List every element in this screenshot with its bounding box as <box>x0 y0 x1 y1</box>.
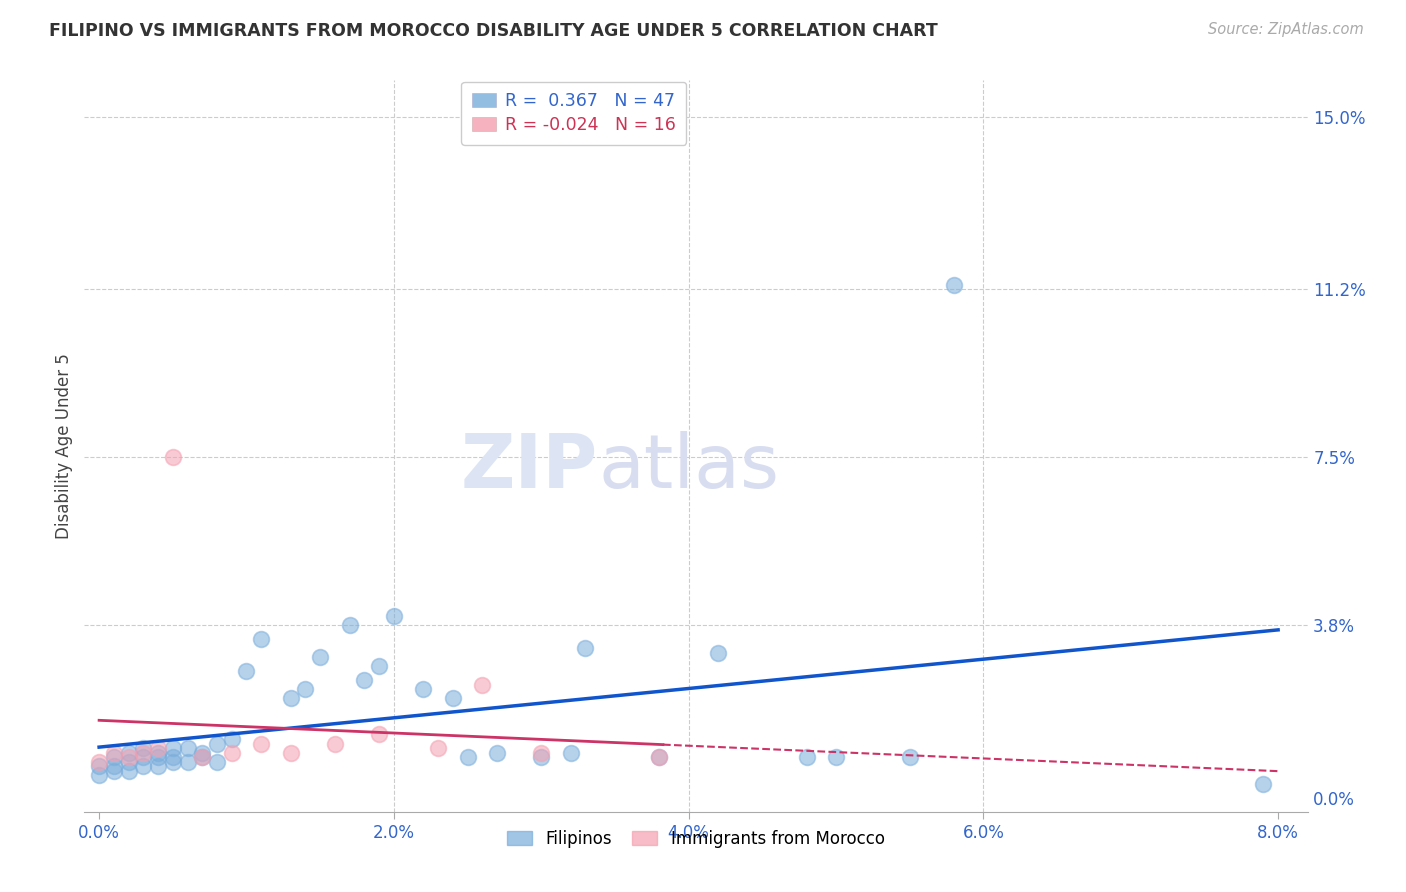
Text: ZIP: ZIP <box>461 432 598 505</box>
Point <box>191 750 214 764</box>
Text: Source: ZipAtlas.com: Source: ZipAtlas.com <box>1208 22 1364 37</box>
Point <box>530 750 553 764</box>
Point <box>146 750 169 764</box>
Point <box>294 681 316 696</box>
Point <box>205 755 228 769</box>
Point <box>412 681 434 696</box>
Point <box>382 609 405 624</box>
Point <box>176 741 198 756</box>
Point <box>103 750 125 764</box>
Point <box>530 746 553 760</box>
Point <box>471 677 494 691</box>
Point <box>205 737 228 751</box>
Point <box>162 750 184 764</box>
Text: FILIPINO VS IMMIGRANTS FROM MOROCCO DISABILITY AGE UNDER 5 CORRELATION CHART: FILIPINO VS IMMIGRANTS FROM MOROCCO DISA… <box>49 22 938 40</box>
Point <box>132 741 155 756</box>
Point <box>87 755 110 769</box>
Legend: Filipinos, Immigrants from Morocco: Filipinos, Immigrants from Morocco <box>501 823 891 855</box>
Y-axis label: Disability Age Under 5: Disability Age Under 5 <box>55 353 73 539</box>
Point <box>103 759 125 773</box>
Point <box>162 755 184 769</box>
Point <box>191 746 214 760</box>
Point <box>221 746 243 760</box>
Point <box>103 764 125 778</box>
Point <box>898 750 921 764</box>
Point <box>146 759 169 773</box>
Point <box>221 732 243 747</box>
Point <box>323 737 346 751</box>
Point <box>132 746 155 760</box>
Point <box>368 659 391 673</box>
Point <box>250 632 273 646</box>
Point <box>648 750 671 764</box>
Point <box>250 737 273 751</box>
Point <box>796 750 818 764</box>
Point <box>117 755 139 769</box>
Point <box>560 746 582 760</box>
Point <box>87 768 110 782</box>
Point <box>162 450 184 465</box>
Point <box>235 664 257 678</box>
Point <box>574 641 596 656</box>
Point <box>87 759 110 773</box>
Point <box>441 691 464 706</box>
Point <box>368 727 391 741</box>
Point <box>132 750 155 764</box>
Point <box>707 646 730 660</box>
Point <box>309 650 332 665</box>
Point <box>117 746 139 760</box>
Text: atlas: atlas <box>598 432 779 505</box>
Point <box>353 673 375 687</box>
Point <box>942 277 965 292</box>
Point <box>457 750 479 764</box>
Point <box>117 750 139 764</box>
Point <box>162 741 184 756</box>
Point <box>280 691 302 706</box>
Point <box>191 750 214 764</box>
Point <box>103 746 125 760</box>
Point <box>146 741 169 756</box>
Point <box>146 746 169 760</box>
Point <box>176 755 198 769</box>
Point <box>485 746 508 760</box>
Point <box>648 750 671 764</box>
Point <box>339 618 361 632</box>
Point <box>280 746 302 760</box>
Point <box>427 741 450 756</box>
Point <box>825 750 848 764</box>
Point <box>1253 777 1275 791</box>
Point <box>132 759 155 773</box>
Point <box>117 764 139 778</box>
